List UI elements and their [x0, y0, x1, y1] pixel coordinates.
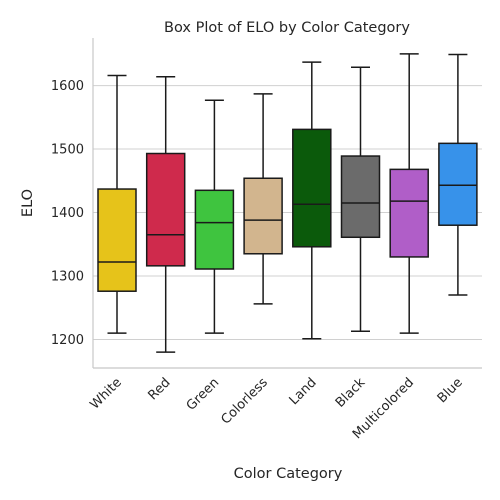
y-tick-label: 1300 [51, 269, 84, 284]
y-tick-label: 1500 [51, 143, 84, 158]
box-red [145, 75, 186, 353]
y-axis-label: ELO [20, 189, 36, 217]
x-tick-label: Green [184, 375, 222, 413]
box-green [194, 99, 235, 334]
iqr-box [243, 177, 283, 255]
box-colorless [243, 93, 283, 305]
box-multicolored [389, 53, 429, 334]
x-tick-label: Land [287, 375, 320, 408]
iqr-box [145, 152, 186, 267]
chart-title: Box Plot of ELO by Color Category [164, 20, 410, 36]
x-tick-label: Red [145, 375, 173, 403]
x-tick-label: Colorless [219, 375, 272, 428]
y-tick-label: 1400 [51, 206, 84, 221]
iqr-box [97, 188, 137, 292]
iqr-box [194, 189, 235, 270]
y-tick-label: 1200 [51, 333, 84, 348]
x-tick-label: Blue [435, 375, 466, 406]
x-tick-label: White [87, 375, 124, 412]
box-black [340, 66, 381, 332]
iqr-box [340, 155, 381, 239]
iqr-box [389, 168, 429, 258]
box-white [97, 74, 137, 334]
y-tick-label: 1600 [51, 79, 84, 94]
y-tick-labels: 1200 1300 1400 1500 1600 [51, 79, 84, 348]
box-land [292, 61, 332, 340]
boxes [97, 53, 478, 353]
box-blue [438, 53, 478, 296]
x-axis-label: Color Category [234, 466, 343, 482]
iqr-box [292, 128, 332, 248]
x-tick-label: Black [333, 375, 369, 411]
iqr-box [438, 142, 478, 226]
